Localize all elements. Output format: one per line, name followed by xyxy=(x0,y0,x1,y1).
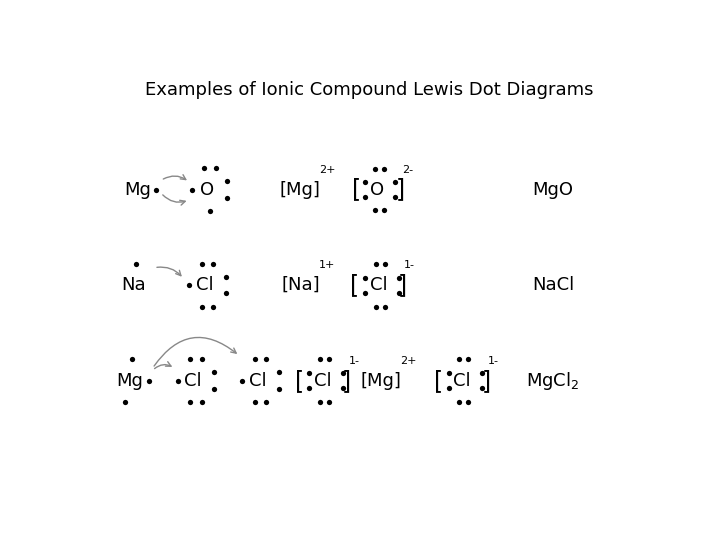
Text: ]: ] xyxy=(396,178,405,201)
FancyArrowPatch shape xyxy=(154,338,236,366)
Text: Cl: Cl xyxy=(184,372,202,390)
Text: Mg: Mg xyxy=(117,372,143,390)
Text: Cl: Cl xyxy=(369,276,387,294)
Text: 1-: 1- xyxy=(404,260,415,270)
Text: [Na]: [Na] xyxy=(281,276,320,294)
Text: [: [ xyxy=(294,369,304,393)
FancyArrowPatch shape xyxy=(155,362,171,369)
Text: [Mg]: [Mg] xyxy=(361,372,402,390)
Text: Cl: Cl xyxy=(314,372,331,390)
Text: 1-: 1- xyxy=(488,356,499,366)
Text: Cl: Cl xyxy=(248,372,266,390)
Text: ]: ] xyxy=(398,273,407,297)
Text: Na: Na xyxy=(121,276,146,294)
Text: 1+: 1+ xyxy=(319,260,336,270)
Text: NaCl: NaCl xyxy=(532,276,575,294)
FancyArrowPatch shape xyxy=(163,195,185,205)
FancyArrowPatch shape xyxy=(163,175,186,180)
Text: 1-: 1- xyxy=(348,356,359,366)
Text: ]: ] xyxy=(342,369,351,393)
Text: [: [ xyxy=(352,178,361,201)
Text: Cl: Cl xyxy=(454,372,471,390)
Text: MgCl$_2$: MgCl$_2$ xyxy=(526,370,580,392)
Text: [: [ xyxy=(434,369,444,393)
FancyArrowPatch shape xyxy=(157,267,181,275)
Text: ]: ] xyxy=(482,369,491,393)
Text: 2+: 2+ xyxy=(319,165,336,174)
Text: Examples of Ionic Compound Lewis Dot Diagrams: Examples of Ionic Compound Lewis Dot Dia… xyxy=(145,81,593,99)
Text: O: O xyxy=(370,180,384,199)
Text: 2+: 2+ xyxy=(400,356,416,366)
Text: Cl: Cl xyxy=(196,276,213,294)
Text: O: O xyxy=(200,180,215,199)
Text: MgO: MgO xyxy=(533,180,574,199)
Text: 2-: 2- xyxy=(402,165,413,174)
Text: [Mg]: [Mg] xyxy=(280,180,321,199)
Text: Mg: Mg xyxy=(124,180,151,199)
Text: [: [ xyxy=(351,273,359,297)
